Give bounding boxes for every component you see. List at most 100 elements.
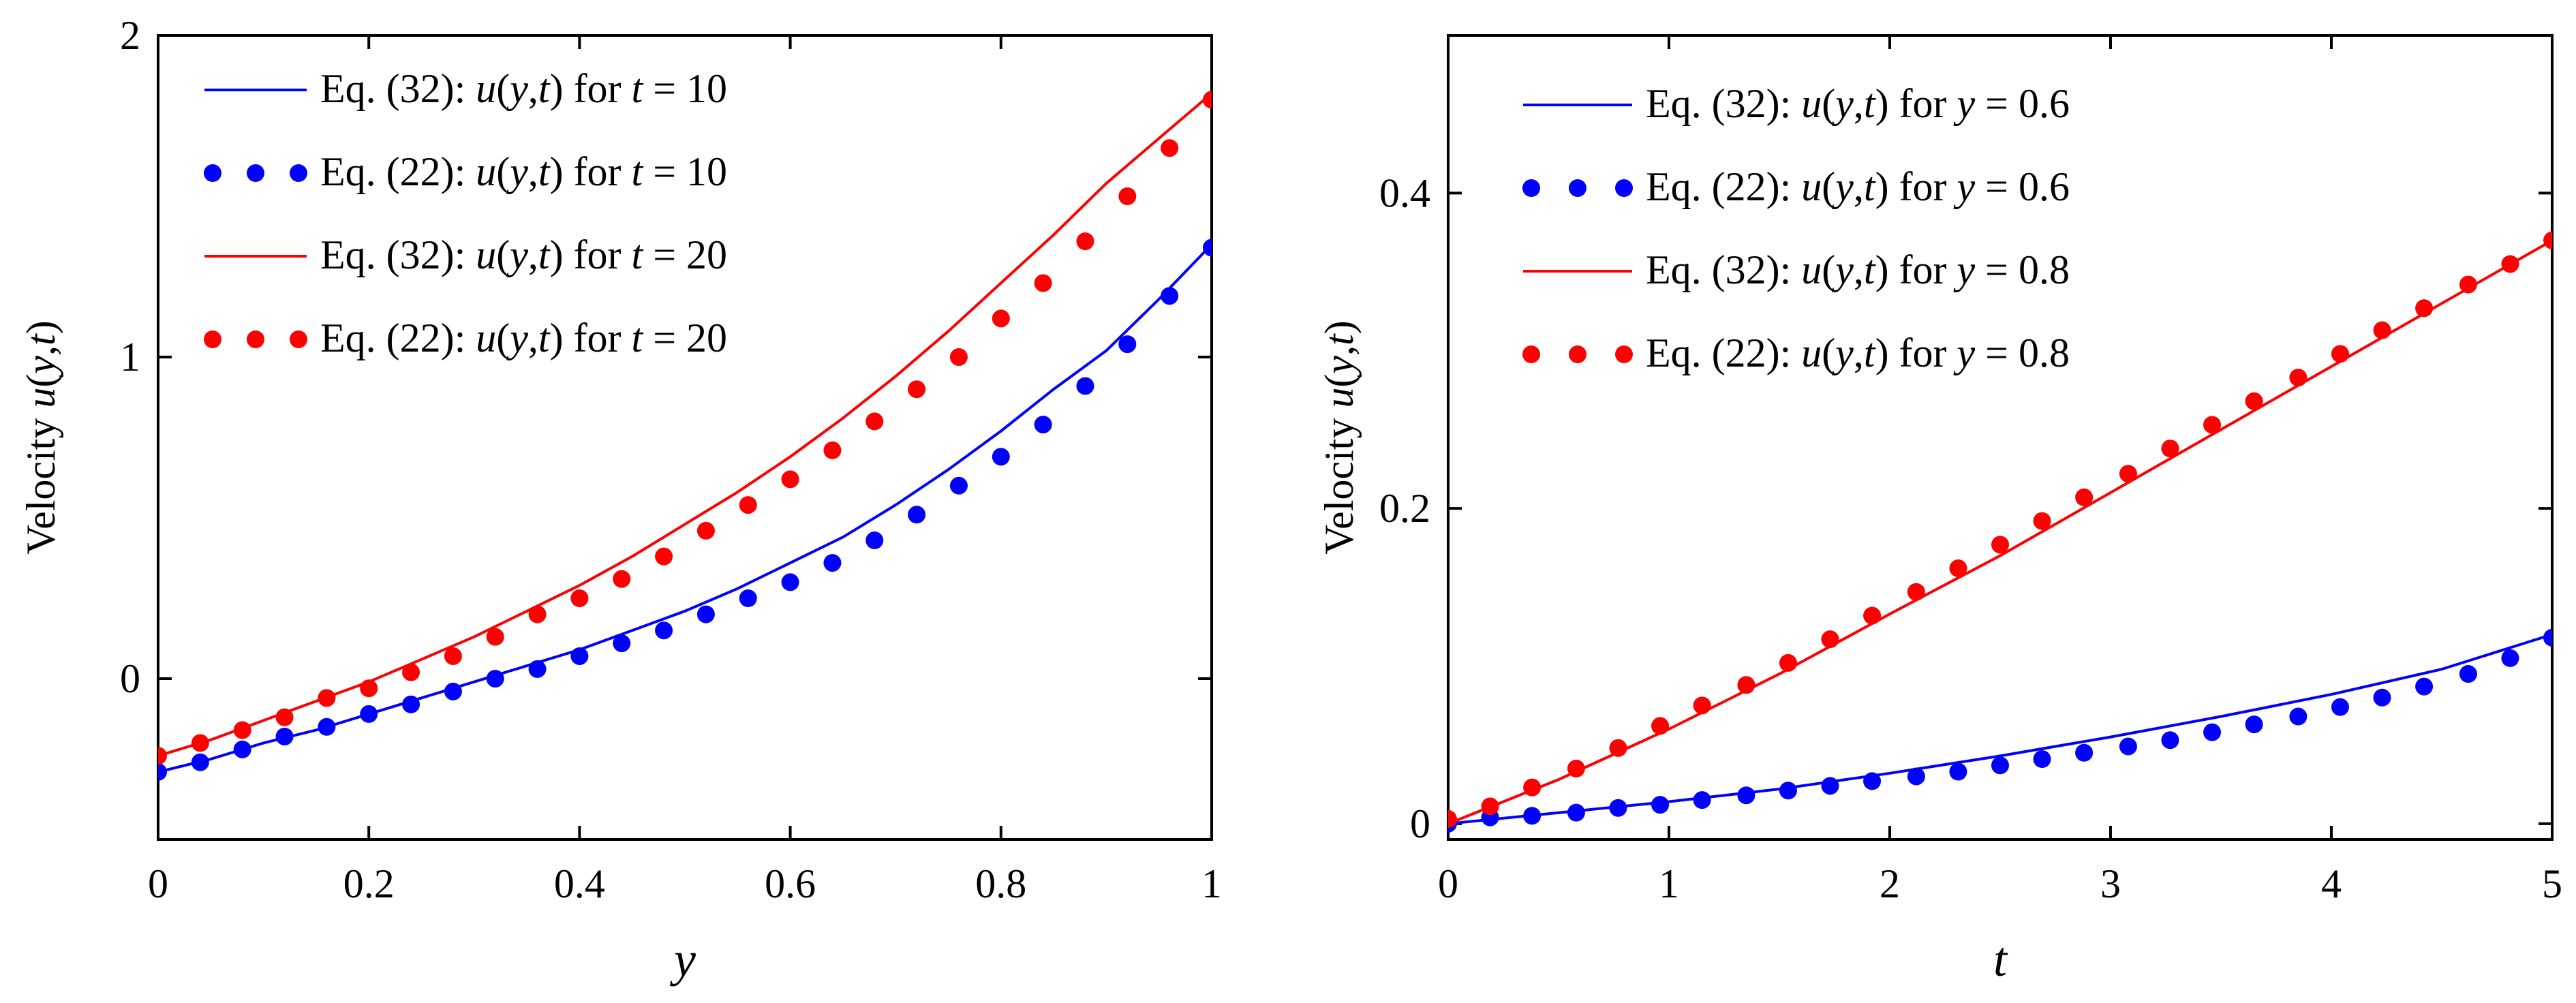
legend-value: 20 <box>686 315 727 360</box>
series-point-eq22_t20 <box>949 348 968 366</box>
legend-var-b: t <box>1864 330 1876 375</box>
legend-close: ) <box>1875 247 1889 292</box>
legend-rel: = <box>1975 330 2019 375</box>
y-axis-label-comma: , <box>18 345 63 356</box>
x-tick-label: 4 <box>2321 861 2342 906</box>
series-point-eq22_t20 <box>318 689 336 707</box>
legend-comma: , <box>1854 247 1864 292</box>
series-point-eq22_t10 <box>360 705 378 723</box>
plot-area <box>1448 231 2552 833</box>
legend-dot-swatch <box>1522 345 1540 363</box>
series-point-eq22_y06 <box>1779 782 1797 800</box>
y-axis-label-func: u <box>18 388 63 408</box>
legend-for: for <box>564 66 632 111</box>
legend-dot-swatch <box>247 330 264 348</box>
series-point-eq22_y06 <box>1949 762 1967 781</box>
legend-var-a: y <box>1831 164 1854 209</box>
y-tick-label: 0.4 <box>1379 170 1430 215</box>
legend-func: u <box>476 315 496 360</box>
legend-eq: Eq. (32): <box>320 232 476 277</box>
legend-entry-eq22_y06: Eq. (22): u(y,t) for y = 0.6 <box>1522 164 2070 209</box>
y-axis-label-prefix: Velocity <box>18 408 63 555</box>
legend-dot-swatch <box>290 330 307 348</box>
series-point-eq22_y06 <box>2543 628 2552 647</box>
series-point-eq22_y06 <box>1737 786 1755 805</box>
legend-open: ( <box>496 66 510 111</box>
series-point-eq22_t20 <box>528 605 547 623</box>
legend-rel: = <box>1975 164 2019 209</box>
y-axis-label-comma: , <box>1317 345 1362 356</box>
series-point-eq22_t20 <box>781 470 799 489</box>
legend-func: u <box>1801 81 1822 126</box>
legend-dot-swatch <box>1569 345 1586 363</box>
legend-var-b: t <box>1864 247 1876 292</box>
y-axis-label-open: ( <box>1317 374 1362 388</box>
legend-eq: Eq. (22): <box>320 149 476 194</box>
legend-label: Eq. (32): u(y,t) for t = 10 <box>320 66 727 111</box>
series-point-eq22_y08 <box>2075 488 2094 506</box>
legend-dot-swatch <box>247 164 264 182</box>
y-tick-label: 0 <box>1410 801 1430 846</box>
y-tick-label: 0.2 <box>1379 486 1430 531</box>
legend-close: ) <box>550 315 564 360</box>
legend-open: ( <box>1822 81 1835 126</box>
legend-entry-eq32_y06: Eq. (32): u(y,t) for y = 0.6 <box>1523 81 2070 126</box>
legend-value: 0.6 <box>2019 81 2070 126</box>
series-point-eq22_y08 <box>1481 797 1499 816</box>
y-axis-label-open: ( <box>18 374 63 388</box>
series-point-eq22_y08 <box>1693 696 1711 715</box>
legend-close: ) <box>550 232 564 277</box>
legend-comma: , <box>528 315 538 360</box>
series-point-eq22_y08 <box>1779 653 1797 672</box>
series-point-eq22_t10 <box>444 682 462 700</box>
legend-label: Eq. (22): u(y,t) for y = 0.8 <box>1646 330 2070 375</box>
legend-param: y <box>1953 81 1976 126</box>
y-axis-label-var1: y <box>1317 356 1362 378</box>
y-tick-label: 1 <box>120 335 140 380</box>
series-point-eq22_y06 <box>2459 665 2477 683</box>
legend-eq: Eq. (22): <box>1646 164 1801 209</box>
series-point-eq22_y06 <box>2245 715 2263 734</box>
y-axis-label-var2: t <box>18 333 63 345</box>
series-point-eq22_y06 <box>2161 731 2179 750</box>
series-point-eq22_y08 <box>1609 739 1627 757</box>
series-point-eq22_t20 <box>865 412 884 431</box>
series-point-eq22_t10 <box>486 670 504 688</box>
series-point-eq22_t10 <box>528 660 547 678</box>
series-point-eq22_t10 <box>191 753 209 771</box>
legend-var-a: y <box>1831 247 1854 292</box>
legend-var-a: y <box>1831 330 1854 375</box>
y-tick-label: 0 <box>120 656 140 701</box>
series-point-eq22_y06 <box>1863 772 1882 790</box>
legend-close: ) <box>1875 164 1889 209</box>
legend-dot-swatch <box>1569 179 1586 197</box>
series-point-eq22_t20 <box>696 521 715 540</box>
series-point-eq22_t10 <box>1203 238 1212 257</box>
series-point-eq22_t20 <box>613 570 631 588</box>
legend-func: u <box>1801 164 1822 209</box>
legend-dot-swatch <box>290 164 307 182</box>
series-point-eq22_y06 <box>1991 756 2009 775</box>
legend-value: 20 <box>686 232 727 277</box>
series-point-eq22_t10 <box>696 605 715 623</box>
legend-var-b: t <box>538 315 551 360</box>
series-point-eq22_y08 <box>2459 275 2477 294</box>
legend-entry-eq22_t10: Eq. (22): u(y,t) for t = 10 <box>204 149 727 194</box>
legend-for: for <box>1889 330 1957 375</box>
legend-rel: = <box>1975 81 2019 126</box>
x-tick-label: 1 <box>1201 861 1222 906</box>
legend-param: y <box>1953 247 1976 292</box>
legend-value: 10 <box>686 149 727 194</box>
legend-comma: , <box>528 232 538 277</box>
y-axis-label-prefix: Velocity <box>1317 408 1362 555</box>
series-point-eq22_t10 <box>1161 287 1179 305</box>
legend-open: ( <box>496 232 510 277</box>
series-point-eq22_y06 <box>2075 743 2094 762</box>
series-point-eq22_y06 <box>1651 796 1670 814</box>
legend-open: ( <box>1822 247 1835 292</box>
legend-func: u <box>1801 247 1822 292</box>
legend-param: t <box>632 149 644 194</box>
series-point-eq22_y08 <box>2373 321 2391 339</box>
